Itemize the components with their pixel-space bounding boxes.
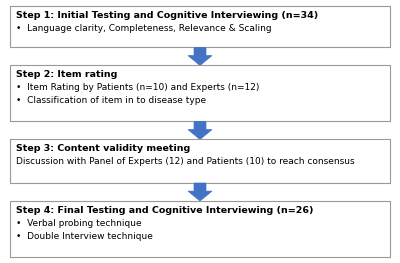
Text: Step 2: Item rating: Step 2: Item rating [16, 70, 117, 79]
Polygon shape [188, 48, 212, 65]
Bar [10, 6, 390, 48]
Text: Step 1: Initial Testing and Cognitive Interviewing (n=34): Step 1: Initial Testing and Cognitive In… [16, 11, 318, 20]
Polygon shape [188, 183, 212, 201]
Text: •  Double Interview technique: • Double Interview technique [16, 232, 153, 241]
Text: •  Language clarity, Completeness, Relevance & Scaling: • Language clarity, Completeness, Releva… [16, 24, 272, 33]
Text: Step 3: Content validity meeting: Step 3: Content validity meeting [16, 144, 190, 154]
Text: •  Item Rating by Patients (n=10) and Experts (n=12): • Item Rating by Patients (n=10) and Exp… [16, 83, 259, 93]
Text: •  Classification of item in to disease type: • Classification of item in to disease t… [16, 97, 206, 105]
Text: Discussion with Panel of Experts (12) and Patients (10) to reach consensus: Discussion with Panel of Experts (12) an… [16, 158, 355, 166]
Bar [10, 139, 390, 183]
Text: Step 4: Final Testing and Cognitive Interviewing (n=26): Step 4: Final Testing and Cognitive Inte… [16, 206, 314, 215]
Bar [10, 65, 390, 122]
Bar [10, 201, 390, 257]
Text: •  Verbal probing technique: • Verbal probing technique [16, 219, 142, 228]
Polygon shape [188, 122, 212, 139]
